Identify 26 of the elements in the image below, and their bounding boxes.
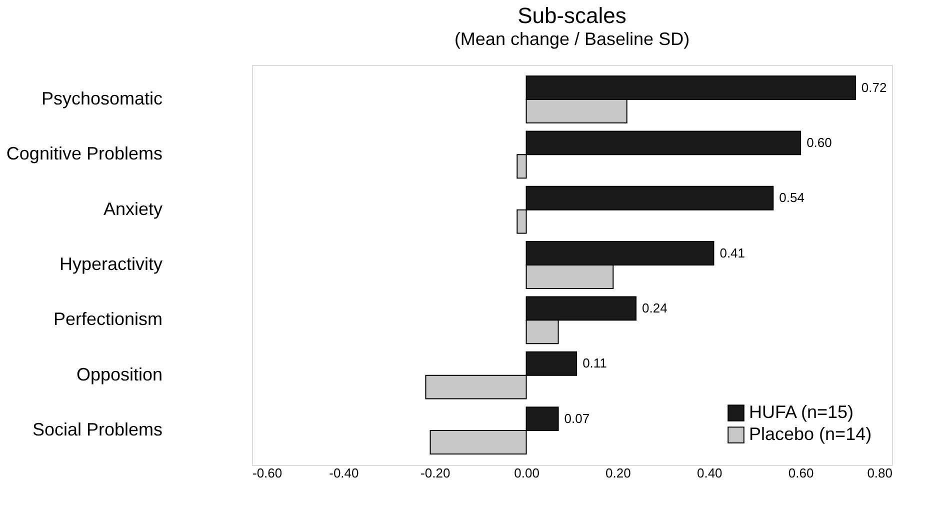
chart-subtitle: (Mean change / Baseline SD) xyxy=(454,29,690,49)
data-label: 0.41 xyxy=(720,245,746,260)
y-tick-label: Anxiety xyxy=(103,198,162,219)
y-tick-label: Perfectionism xyxy=(53,309,162,330)
data-label: 0.24 xyxy=(642,300,668,316)
x-tick-label: -0.60 xyxy=(252,466,282,480)
legend-label: Placebo (n=14) xyxy=(749,424,872,444)
data-label: 0.11 xyxy=(582,356,607,371)
y-tick-label: Social Problems xyxy=(32,420,162,440)
x-tick-label: 0.00 xyxy=(514,466,540,480)
x-tick-label: -0.40 xyxy=(329,466,359,480)
x-tick-label: -0.20 xyxy=(420,466,450,480)
data-label: 0.60 xyxy=(806,134,832,150)
data-label: 0.07 xyxy=(564,410,590,426)
y-tick-label: Cognitive Problems xyxy=(6,144,162,164)
data-label: 0.72 xyxy=(861,80,887,95)
data-label: 0.54 xyxy=(779,190,804,206)
x-tick-label: 0.40 xyxy=(696,466,722,480)
y-tick-label: Hyperactivity xyxy=(59,254,162,274)
x-tick-label: 0.20 xyxy=(606,466,631,480)
x-tick-label: 0.60 xyxy=(788,466,814,480)
y-tick-label: Opposition xyxy=(76,364,162,384)
legend-label: HUFA (n=15) xyxy=(749,402,854,422)
x-tick-label: 0.80 xyxy=(867,466,892,480)
y-tick-label: Psychosomatic xyxy=(41,88,162,108)
chart-title: Sub-scales xyxy=(518,3,626,28)
